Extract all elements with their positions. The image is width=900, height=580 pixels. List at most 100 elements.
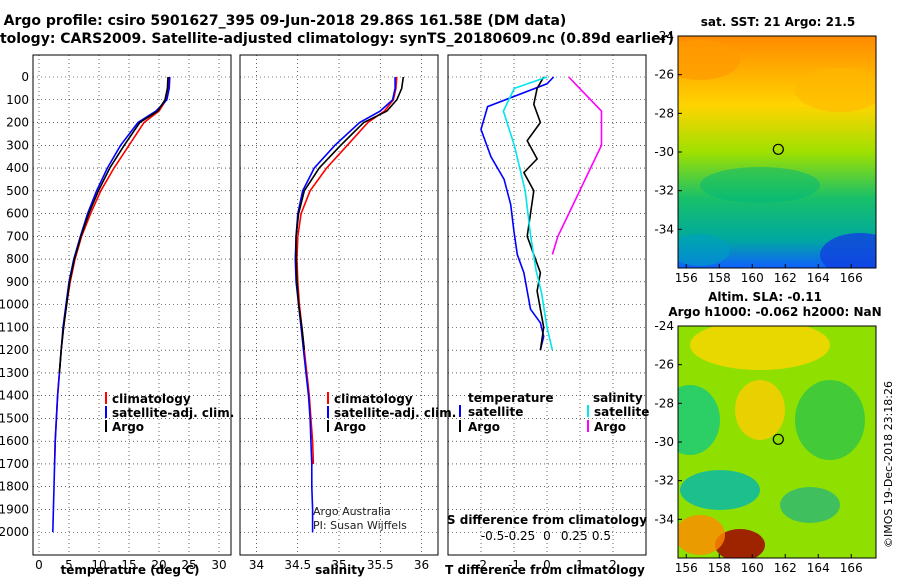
sst-argo-marker [772,143,784,155]
legend-satellite-label: satellite-adj. clim. [112,406,234,420]
sal-argo-line [295,76,405,351]
map-lon-label: 166 [840,561,863,575]
depth-tick-label: 100 [6,93,29,107]
map-lat-label: -34 [654,222,674,236]
x-tick-label: 30 [211,558,226,572]
legend-climatology-label: climatology [112,392,191,406]
x-tick-label: 0 [543,558,551,572]
map-lat-label: -32 [654,184,674,198]
t-difference-axis-label: T difference from climatology [445,563,645,577]
s-tick-label: 0.25 [561,529,588,543]
depth-tick-label: 600 [6,207,29,221]
tick-labels: 0100200300400500600700800900100011001200… [0,70,617,572]
diff-salinity-argo-line [551,76,603,255]
figure-title-line2: Climatology: CARS2009. Satellite-adjuste… [0,31,674,47]
sst-map-heatmap [678,36,876,268]
depth-tick-label: 1200 [0,343,29,357]
legend-salinity-heading: salinity [593,391,643,405]
x-tick-label: 35.5 [367,558,394,572]
depth-tick-label: 1400 [0,389,29,403]
map-lon-label: 156 [675,271,698,285]
x-tick-label: 2 [609,558,617,572]
grid-lines [33,55,646,555]
map-lon-label: 160 [741,561,764,575]
series-lines [52,76,603,533]
s-difference-axis-label: S difference from climatology [447,513,647,527]
depth-tick-label: 1100 [0,320,29,334]
depth-tick-label: 700 [6,229,29,243]
credit-line1: Argo Australia [313,505,391,518]
x-tick-label: 5 [65,558,73,572]
map-lon-label: 158 [708,271,731,285]
legend-t-satellite-label: satellite [468,405,523,419]
depth-tick-label: 200 [6,116,29,130]
depth-tick-label: 1500 [0,411,29,425]
sst-map-title: sat. SST: 21 Argo: 21.5 [701,15,855,29]
map-lat-label: -32 [654,474,674,488]
sla-map-title: Altim. SLA: -0.11 [708,290,822,304]
legend-s-argo-label: Argo [594,420,626,434]
map-lon-label: 164 [807,271,830,285]
x-tick-label: 34.5 [284,558,311,572]
temp-argo-line [58,76,169,373]
sla-map-heatmap [678,326,876,558]
legend-t-argo-label: Argo [468,420,500,434]
salinity-legend: climatology satellite-adj. clim. Argo [327,392,456,434]
legend-temperature-heading: temperature [468,391,553,405]
depth-tick-label: 0 [21,70,29,84]
temperature-axis-label: temperature (deg C) [61,563,200,577]
map-lat-label: -26 [654,68,674,82]
s-tick-label: -0.25 [504,529,535,543]
x-tick-label: 25 [181,558,196,572]
sla-argo-marker [772,433,784,445]
diff-temperature-satellite-line [480,76,555,351]
legend-argo-label: Argo [334,420,366,434]
map-lat-label: -24 [654,319,674,333]
depth-tick-label: 800 [6,252,29,266]
diff-temperature-argo-line [522,76,545,351]
temperature-legend: climatology satellite-adj. clim. Argo [105,392,234,434]
difference-legend: temperature satellite Argo salinity sate… [459,391,649,434]
depth-tick-label: 2000 [0,525,29,539]
x-tick-label: -2 [475,558,487,572]
sst-map-axes: 156 158 160 162 164 166 -24 -26 -28 -30 -32 -34 [654,29,862,285]
x-tick-label: 20 [151,558,166,572]
depth-tick-label: 1900 [0,502,29,516]
legend-satellite-label: satellite-adj. clim. [334,406,456,420]
sla-map-subtitle: Argo h1000: -0.062 h2000: NaN [668,305,881,319]
depth-tick-label: 500 [6,184,29,198]
x-tick-label: 15 [121,558,136,572]
map-lat-label: -30 [654,145,674,159]
diff-salinity-satellite-line [502,76,554,351]
x-tick-label: 10 [91,558,106,572]
map-lat-label: -30 [654,435,674,449]
map-lon-label: 158 [708,561,731,575]
x-tick-label: 0 [35,558,43,572]
depth-tick-label: 400 [6,161,29,175]
salinity-axis-label: salinity [315,563,365,577]
depth-tick-label: 1800 [0,480,29,494]
map-lon-label: 164 [807,561,830,575]
s-tick-label: 0 [543,529,551,543]
x-tick-label: -1 [508,558,520,572]
s-tick-label: -0.5 [481,529,504,543]
x-tick-label: 1 [576,558,584,572]
map-lat-label: -28 [654,396,674,410]
map-lat-label: -26 [654,358,674,372]
map-lon-label: 166 [840,271,863,285]
s-tick-label: 0.5 [592,529,611,543]
figure-title-line1: Argo profile: csiro 5901627_395 09-Jun-2… [4,13,567,29]
depth-tick-label: 300 [6,138,29,152]
depth-tick-label: 1700 [0,457,29,471]
map-lon-label: 160 [741,271,764,285]
x-tick-label: 35 [331,558,346,572]
x-tick-label: 36 [414,558,429,572]
map-lat-label: -34 [654,512,674,526]
sla-map-axes: 156 158 160 162 164 166 -24 -26 -28 -30 -32 -34 [654,319,862,575]
legend-climatology-label: climatology [334,392,413,406]
legend-s-satellite-label: satellite [594,405,649,419]
map-lon-label: 156 [675,561,698,575]
depth-tick-label: 1600 [0,434,29,448]
credit-line2: PI: Susan Wijffels [313,519,407,532]
